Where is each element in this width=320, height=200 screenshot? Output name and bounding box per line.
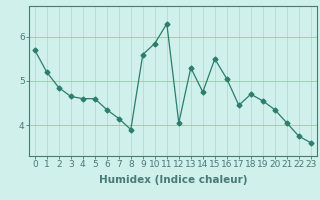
X-axis label: Humidex (Indice chaleur): Humidex (Indice chaleur) — [99, 175, 247, 185]
